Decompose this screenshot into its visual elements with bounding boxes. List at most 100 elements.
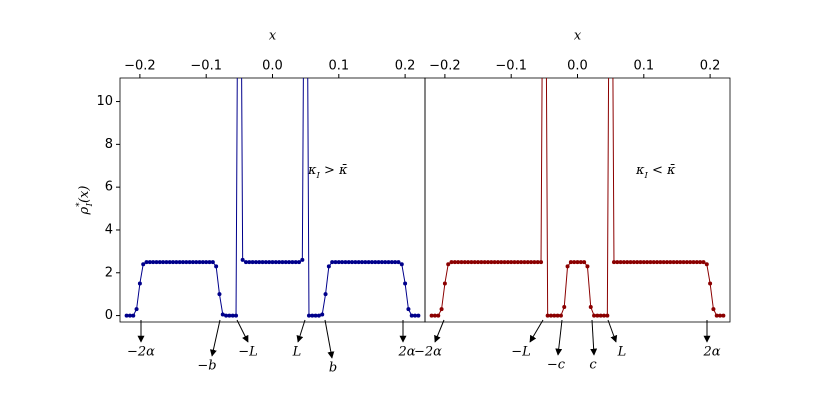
- data-point: [555, 313, 560, 318]
- data-point: [310, 313, 315, 318]
- data-point: [300, 257, 305, 262]
- data-point: [575, 260, 580, 265]
- data-point: [131, 313, 136, 318]
- data-point: [287, 260, 292, 265]
- data-point: [602, 313, 607, 318]
- data-point: [230, 313, 235, 318]
- plot-area: [124, 78, 421, 318]
- data-point: [323, 292, 328, 297]
- data-point: [529, 260, 534, 265]
- data-point: [290, 260, 295, 265]
- data-point: [598, 313, 603, 318]
- data-point: [389, 260, 394, 265]
- annotation-arrow: [236, 319, 249, 343]
- data-point: [485, 260, 490, 265]
- data-point: [253, 260, 258, 265]
- data-point: [403, 281, 408, 286]
- data-point: [658, 260, 663, 265]
- data-point: [648, 260, 653, 265]
- data-point: [711, 307, 716, 312]
- data-point: [270, 260, 275, 265]
- data-point: [578, 260, 583, 265]
- data-point: [472, 260, 477, 265]
- data-point: [409, 313, 414, 318]
- data-point: [154, 260, 159, 265]
- data-point: [297, 260, 302, 265]
- math-part: *: [74, 202, 84, 207]
- plot-frame: [119, 77, 426, 323]
- x-tick-label: −0.1: [495, 59, 527, 74]
- data-point: [708, 281, 713, 286]
- x-tick-label: 0.0: [262, 59, 283, 74]
- data-point: [439, 307, 444, 312]
- data-point: [180, 260, 185, 265]
- data-point: [406, 307, 411, 312]
- data-point: [164, 260, 169, 265]
- data-point: [701, 260, 706, 265]
- data-point: [356, 260, 361, 265]
- data-point: [611, 260, 616, 265]
- data-point: [217, 292, 222, 297]
- data-point: [283, 260, 288, 265]
- data-point: [684, 260, 689, 265]
- data-point: [452, 260, 457, 265]
- data-point: [718, 313, 723, 318]
- data-point: [651, 260, 656, 265]
- series-line: [431, 78, 724, 317]
- data-point: [572, 260, 577, 265]
- data-point: [446, 262, 451, 267]
- data-point: [505, 260, 510, 265]
- data-point: [187, 260, 192, 265]
- y-tick-label: 0: [105, 308, 113, 323]
- data-point: [214, 264, 219, 269]
- data-point: [326, 264, 331, 269]
- data-point: [631, 260, 636, 265]
- data-point: [346, 260, 351, 265]
- math-part: > κ̄: [320, 163, 348, 178]
- annotation-label: L: [617, 345, 627, 360]
- x-tick-label: 0.1: [633, 59, 654, 74]
- data-point: [562, 305, 567, 310]
- data-point: [353, 260, 358, 265]
- data-point: [320, 312, 325, 317]
- data-point: [625, 260, 630, 265]
- data-point: [429, 313, 434, 318]
- data-point: [141, 262, 146, 267]
- plot-frame: [424, 77, 731, 323]
- x-tick-label: −0.1: [190, 59, 222, 74]
- data-point: [190, 260, 195, 265]
- y-tick-label: 4: [105, 222, 113, 237]
- data-point: [161, 260, 166, 265]
- annotation-arrow: [296, 319, 306, 343]
- data-point: [124, 313, 129, 318]
- data-point: [227, 313, 232, 318]
- data-point: [386, 260, 391, 265]
- annotation-arrow: [607, 319, 618, 343]
- data-point: [558, 313, 563, 318]
- y-tick-label: 6: [105, 180, 113, 195]
- data-point: [668, 260, 673, 265]
- annotation-label: −2α: [414, 345, 442, 360]
- data-point: [442, 281, 447, 286]
- data-point: [565, 264, 570, 269]
- data-point: [588, 305, 593, 310]
- data-point: [535, 260, 540, 265]
- math-label: κI > κ̄: [307, 163, 348, 180]
- x-axis-label: x: [269, 29, 277, 44]
- data-point: [678, 260, 683, 265]
- data-point: [568, 260, 573, 265]
- data-point: [479, 260, 484, 265]
- data-point: [273, 260, 278, 265]
- data-point: [645, 260, 650, 265]
- data-point: [240, 257, 245, 262]
- annotation-arrow: [590, 319, 598, 356]
- annotation-label: −L: [238, 345, 258, 360]
- y-tick-label: 8: [105, 137, 113, 152]
- annotation-arrow: [529, 319, 544, 343]
- data-point: [197, 260, 202, 265]
- data-point: [194, 260, 199, 265]
- data-point: [413, 313, 418, 318]
- plot-area: [429, 78, 726, 318]
- data-point: [416, 313, 421, 318]
- x-tick-label: 0.2: [395, 59, 416, 74]
